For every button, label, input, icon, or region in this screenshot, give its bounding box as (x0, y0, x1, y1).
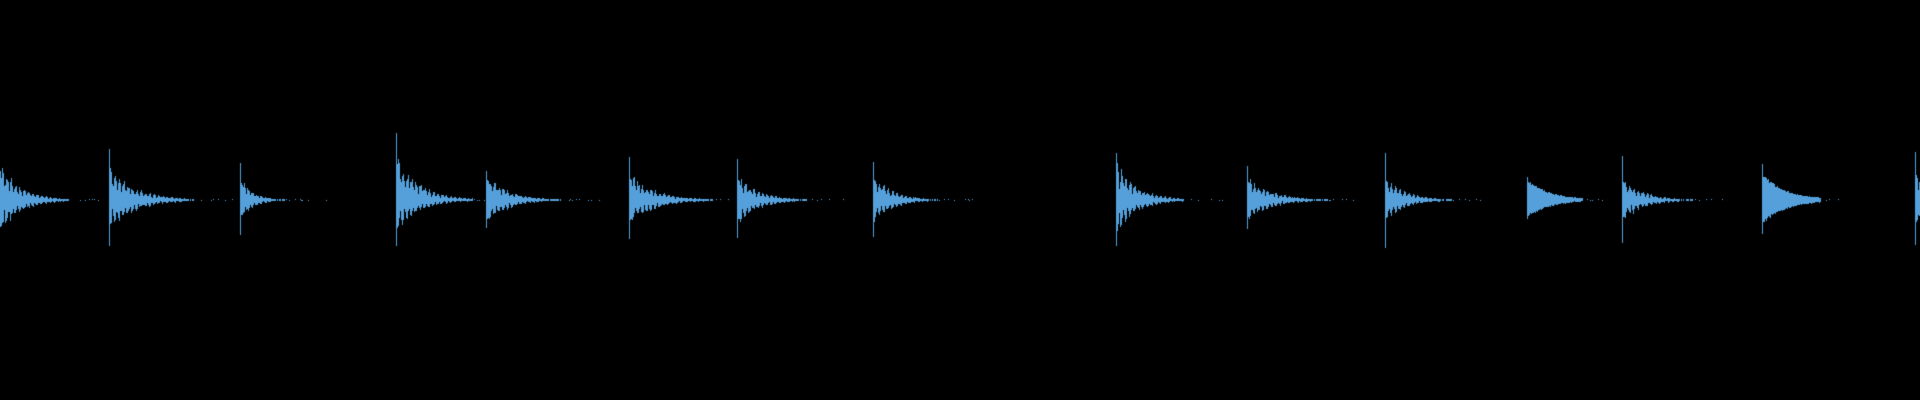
waveform-track (0, 0, 1920, 400)
audio-waveform-canvas[interactable] (0, 0, 1920, 400)
